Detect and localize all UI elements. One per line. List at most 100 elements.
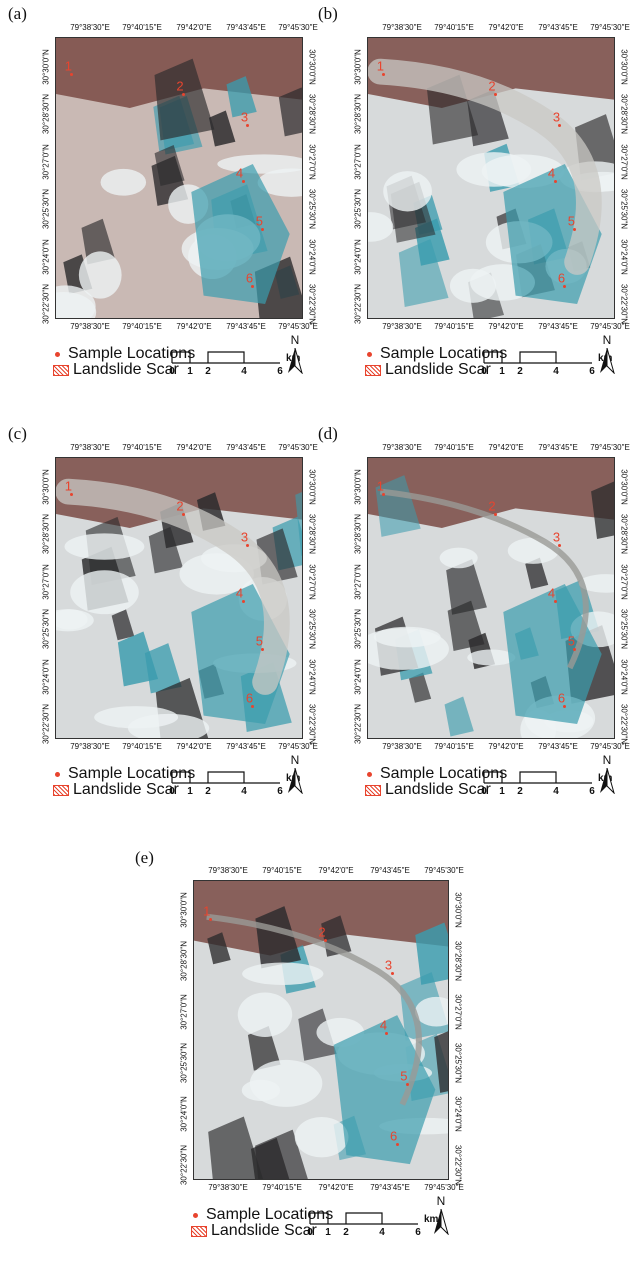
longitude-tick-label: 79°42'0"E (488, 322, 524, 331)
sample-site-label: 5 (255, 213, 263, 229)
sample-site-label: 5 (255, 633, 263, 649)
panel-label: (e) (135, 848, 154, 867)
sample-site-marker (558, 543, 562, 547)
latitude-tick-label: 30°24'0"N (41, 238, 51, 275)
latitude-tick-label: 30°28'30"N (41, 94, 51, 135)
sample-site-label: 3 (240, 529, 249, 545)
longitude-tick-label: 79°43'45"E (538, 742, 578, 751)
legend-label: Landslide Scar (385, 781, 491, 798)
latitude-tick-label: 30°28'30"N (307, 94, 317, 135)
scale-tick-label: 6 (589, 786, 595, 797)
longitude-tick-label: 79°45'30"E (278, 322, 318, 331)
legend-label: Sample Locations (206, 1206, 334, 1223)
latitude-tick-label: 30°28'30"N (619, 514, 629, 555)
sample-site-label: 2 (176, 498, 184, 514)
longitude-tick-label: 79°43'45"E (370, 866, 410, 875)
longitude-tick-label: 79°42'0"E (176, 322, 212, 331)
hatch-swatch-icon (53, 364, 69, 376)
latitude-tick-label: 30°30'0"N (453, 892, 463, 928)
map-frame: 1 2 3 4 5 6 (367, 37, 615, 319)
latitude-tick-label: 30°25'30"N (619, 609, 629, 650)
scale-tick-label: 0 (169, 786, 175, 797)
latitude-tick-label: 30°28'30"N (353, 514, 363, 555)
longitude-tick-label: 79°40'15"E (262, 866, 302, 875)
legend-landslide-scar: Landslide Scar (365, 361, 491, 379)
longitude-tick-label: 79°38'30"E (208, 1183, 248, 1192)
latitude-tick-label: 30°24'0"N (619, 238, 629, 275)
sample-site-label: 4 (379, 1017, 388, 1033)
panel-label: (b) (318, 4, 338, 23)
scale-tick-label: 4 (241, 366, 247, 377)
sample-site-label: 1 (376, 58, 385, 74)
longitude-tick-label: 79°45'30"E (278, 23, 318, 32)
latitude-tick-label: 30°25'30"N (41, 189, 51, 230)
north-label: N (290, 333, 300, 347)
legend-label: Landslide Scar (385, 361, 491, 378)
sample-site-marker (251, 284, 255, 288)
sample-site-marker (494, 512, 497, 516)
scale-tick-label: 4 (553, 366, 559, 377)
latitude-tick-label: 30°27'0"N (453, 994, 463, 1030)
sample-site-marker (395, 1143, 399, 1146)
latitude-tick-label: 30°25'30"N (353, 609, 363, 650)
longitude-tick-label: 79°43'45"E (538, 443, 578, 452)
longitude-tick-label: 79°45'30"E (278, 443, 318, 452)
latitude-tick-label: 30°28'30"N (353, 94, 363, 135)
legend-landslide-scar: Landslide Scar (191, 1222, 317, 1240)
scale-tick-label: 0 (481, 366, 487, 377)
longitude-tick-label: 79°45'30"E (590, 443, 630, 452)
longitude-tick-label: 79°40'15"E (122, 23, 162, 32)
panel-label: (d) (318, 424, 338, 443)
longitude-tick-label: 79°38'30"E (70, 23, 110, 32)
latitude-tick-label: 30°24'0"N (453, 1096, 463, 1132)
latitude-tick-label: 30°24'0"N (619, 658, 629, 695)
sample-site-label: 3 (384, 957, 393, 973)
latitude-tick-label: 30°25'30"N (41, 609, 51, 650)
sample-site-label: 2 (488, 498, 496, 514)
longitude-tick-label: 79°42'0"E (488, 742, 524, 751)
longitude-tick-label: 79°45'30"E (590, 322, 630, 331)
legend-label: Sample Locations (68, 345, 196, 362)
longitude-tick-label: 79°45'30"E (590, 742, 630, 751)
longitude-tick-label: 79°40'15"E (434, 322, 474, 331)
hatch-swatch-icon (191, 1225, 207, 1237)
latitude-tick-label: 30°22'30"N (619, 703, 629, 745)
sample-site-marker (573, 648, 577, 652)
latitude-tick-label: 30°22'30"N (307, 703, 317, 745)
latitude-tick-label: 30°30'0"N (353, 49, 363, 85)
scale-tick-label: 2 (343, 1227, 349, 1238)
longitude-tick-label: 79°40'15"E (122, 443, 162, 452)
sample-site-label: 4 (235, 585, 244, 601)
sample-site-marker (494, 92, 497, 96)
longitude-tick-label: 79°40'15"E (262, 1183, 302, 1192)
north-arrow-icon (600, 348, 615, 374)
legend-sample-locations: Sample Locations (191, 1206, 333, 1224)
scale-tick-label: 1 (499, 366, 505, 377)
legend-landslide-scar: Landslide Scar (365, 781, 491, 799)
latitude-tick-label: 30°22'30"N (41, 703, 51, 745)
scale-tick-label: 2 (517, 366, 523, 377)
sample-site-marker (553, 180, 557, 184)
sample-site-marker (246, 123, 250, 127)
latitude-tick-label: 30°24'0"N (307, 658, 317, 695)
hatch-swatch-icon (53, 784, 69, 796)
latitude-tick-label: 30°27'0"N (619, 564, 629, 600)
panel-label: (a) (8, 4, 27, 23)
legend-landslide-scar: Landslide Scar (53, 361, 179, 379)
latitude-tick-label: 30°30'0"N (353, 469, 363, 505)
latitude-tick-label: 30°25'30"N (353, 189, 363, 230)
satellite-imagery (368, 458, 614, 738)
longitude-tick-label: 79°38'30"E (208, 866, 248, 875)
scale-tick-label: 6 (277, 366, 283, 377)
sample-dot-icon (193, 1212, 198, 1218)
sample-site-label: 6 (557, 270, 566, 286)
latitude-tick-label: 30°27'0"N (353, 564, 363, 600)
latitude-tick-label: 30°30'0"N (307, 49, 317, 85)
latitude-tick-label: 30°27'0"N (353, 144, 363, 180)
sample-site-label: 2 (176, 78, 184, 94)
sample-dot-icon (367, 351, 372, 357)
scale-tick-label: 4 (241, 786, 247, 797)
longitude-tick-label: 79°43'45"E (538, 322, 578, 331)
sample-site-label: 3 (552, 109, 561, 125)
sample-dot-icon (55, 351, 60, 357)
